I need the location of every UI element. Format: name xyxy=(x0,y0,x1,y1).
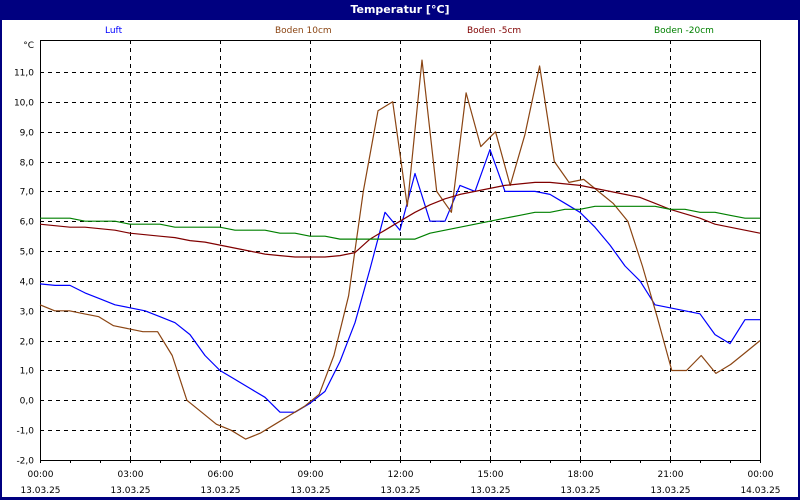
y-tick-label: 1,0 xyxy=(20,367,35,377)
y-tick-label: 5,0 xyxy=(20,248,35,258)
x-tick-date: 13.03.25 xyxy=(290,486,330,496)
y-tick-label: 4,0 xyxy=(20,278,35,288)
y-tick-label: 11,0 xyxy=(14,69,34,79)
x-tick-date: 13.03.25 xyxy=(380,486,420,496)
x-tick-date: 13.03.25 xyxy=(470,486,510,496)
legend-luft: Luft xyxy=(105,26,123,36)
chart-title: Temperatur [°C] xyxy=(0,0,800,20)
series-line-luft xyxy=(39,149,760,413)
y-tick-label: 10,0 xyxy=(14,99,34,109)
x-tick-date: 13.03.25 xyxy=(110,486,150,496)
legend-boden-10cm: Boden 10cm xyxy=(275,26,332,36)
x-tick-time: 06:00 xyxy=(208,470,234,480)
x-tick-date: 13.03.25 xyxy=(650,486,690,496)
x-tick-time: 03:00 xyxy=(118,470,144,480)
plot-frame xyxy=(40,40,761,461)
x-tick-time: 12:00 xyxy=(388,470,414,480)
y-tick-label: 8,0 xyxy=(20,159,35,169)
series-line-boden-5cm xyxy=(39,181,761,258)
x-tick-date: 14.03.25 xyxy=(740,486,780,496)
y-axis-unit: °C xyxy=(23,41,34,51)
y-tick-label: -1,0 xyxy=(16,427,34,437)
x-tick-time: 00:00 xyxy=(28,470,54,480)
x-tick-time: 09:00 xyxy=(298,470,324,480)
x-tick-time: 00:00 xyxy=(748,470,774,480)
legend-boden-minus-20cm: Boden -20cm xyxy=(654,26,714,36)
x-tick-date: 13.03.25 xyxy=(200,486,240,496)
y-tick-label: 2,0 xyxy=(20,338,35,348)
legend-boden-minus-5cm: Boden -5cm xyxy=(467,26,522,36)
y-tick-label: 6,0 xyxy=(20,218,35,228)
y-tick-label: 9,0 xyxy=(20,129,35,139)
y-tick-label: 7,0 xyxy=(20,188,35,198)
x-tick-time: 21:00 xyxy=(658,470,684,480)
x-tick-time: 18:00 xyxy=(568,470,594,480)
x-tick-date: 13.03.25 xyxy=(560,486,600,496)
series-line-boden-10cm xyxy=(39,59,761,440)
y-tick-label: 3,0 xyxy=(20,308,35,318)
y-tick-label: -2,0 xyxy=(16,457,34,467)
y-tick-label: 0,0 xyxy=(20,397,35,407)
x-tick-time: 15:00 xyxy=(478,470,504,480)
series-line-boden-20cm xyxy=(40,205,760,240)
x-tick-date: 13.03.25 xyxy=(20,486,60,496)
